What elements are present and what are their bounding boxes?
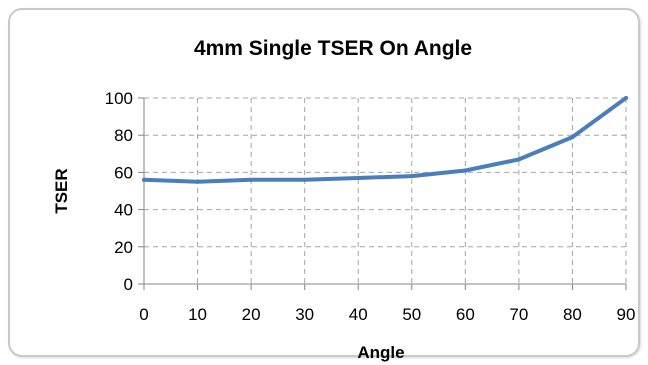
data-point [463,168,468,173]
x-tick-label: 40 [349,305,368,324]
y-tick-label: 80 [114,126,133,145]
data-points [142,96,628,184]
y-axis-title: TSER [52,168,71,213]
data-point [409,174,414,179]
y-tick-label: 100 [105,89,133,108]
x-axis-title: Angle [357,343,404,362]
tick-marks [138,97,627,290]
y-tick-labels: 0 20 40 60 80 100 [105,89,133,294]
chart-title: 4mm Single TSER On Angle [194,37,472,60]
x-tick-label: 70 [509,305,528,324]
series-line-tser [142,96,628,184]
y-tick-label: 20 [114,238,133,257]
data-point [302,177,307,182]
data-point [516,157,521,162]
y-tick-label: 40 [114,201,133,220]
y-tick-label: 60 [114,163,133,182]
x-tick-label: 30 [295,305,314,324]
data-point [195,179,200,184]
x-tick-label: 60 [456,305,475,324]
y-tick-label: 0 [124,275,133,294]
data-point [142,177,146,182]
x-tick-label: 20 [242,305,261,324]
grid-lines [144,97,627,284]
data-point [249,177,254,182]
x-tick-label: 50 [402,305,421,324]
x-tick-label: 80 [563,305,582,324]
data-point [356,175,361,180]
x-tick-label: 90 [617,305,636,324]
x-tick-label: 10 [188,305,207,324]
x-tick-labels: 0 10 20 30 40 50 60 70 80 90 [139,305,635,324]
data-point [624,96,628,100]
data-point [570,135,575,140]
x-tick-label: 0 [139,305,148,324]
chart-frame [8,8,640,357]
